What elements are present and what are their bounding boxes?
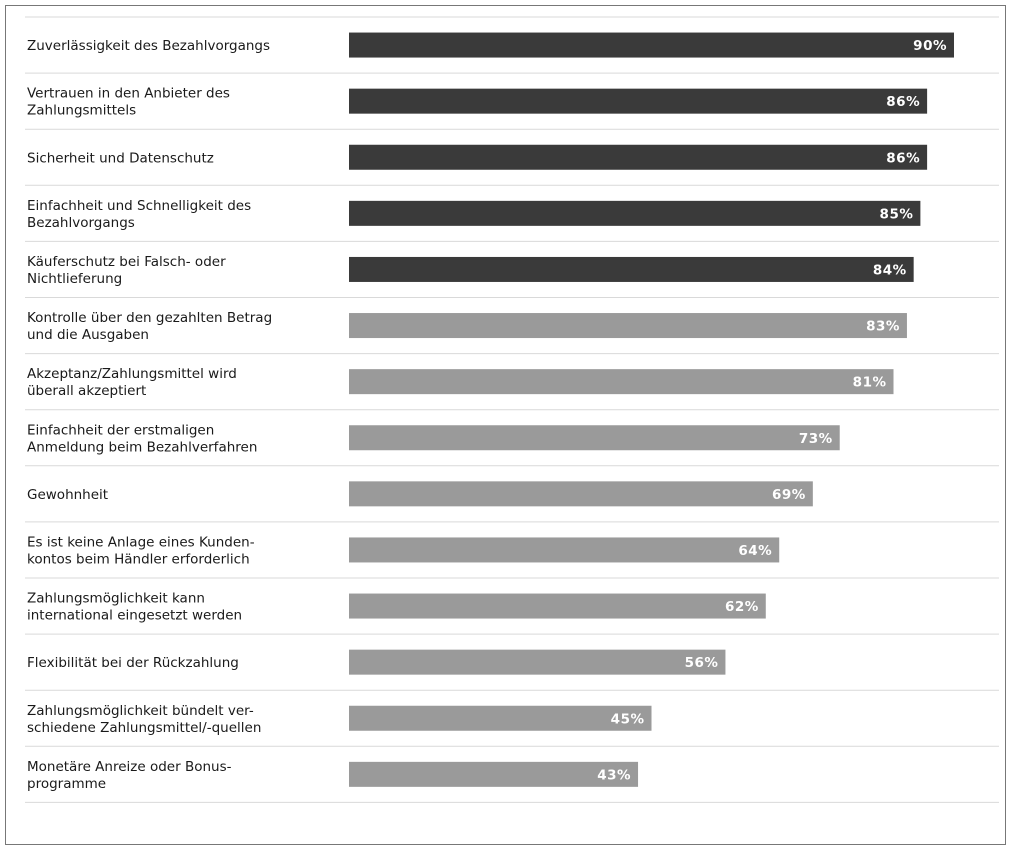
category-label: Flexibilität bei der Rückzahlung [27,655,239,671]
value-label: 45% [611,711,645,727]
bar-chart: Zuverlässigkeit des Bezahlvorgangs 90% Ver… [6,6,1007,846]
category-label: überall akzeptiert [27,383,146,399]
bar [349,257,914,282]
category-label: Anmeldung beim Bezahlverfahren [27,439,257,455]
category-label: schiedene Zahlungsmittel/-quellen [27,720,261,736]
category-label: Monetäre Anreize oder Bonus- [27,759,232,775]
category-label: international eingesetzt werden [27,608,242,624]
value-label: 73% [799,431,833,447]
category-label: Nichtlieferung [27,271,122,287]
category-label: Zahlungsmöglichkeit bündelt ver- [27,703,254,719]
category-label: Zahlungsmittels [27,103,136,119]
bar [349,201,920,226]
bar [349,481,813,506]
category-label: programme [27,776,106,792]
bar [349,33,954,58]
bar [349,369,894,394]
category-label: kontos beim Händler erforderlich [27,551,250,567]
value-label: 90% [913,38,947,54]
category-label: Es ist keine Anlage eines Kunden- [27,534,255,550]
value-label: 86% [886,94,920,110]
category-label: Sicherheit und Datenschutz [27,150,214,166]
category-label: Kontrolle über den gezahlten Betrag [27,310,272,326]
value-label: 56% [685,655,719,671]
bar [349,594,766,619]
category-label: Vertrauen in den Anbieter des [27,86,230,102]
value-label: 81% [853,375,887,391]
value-label: 43% [597,767,631,783]
bar [349,313,907,338]
category-label: Zuverlässigkeit des Bezahlvorgangs [27,38,270,54]
category-label: Einfachheit der erstmaligen [27,422,214,438]
value-label: 64% [738,543,772,559]
value-label: 84% [873,262,907,278]
bar [349,762,638,787]
bar [349,145,927,170]
category-label: Gewohnheit [27,487,108,503]
category-label: und die Ausgaben [27,327,149,343]
value-label: 62% [725,599,759,615]
category-label: Einfachheit und Schnelligkeit des [27,198,251,214]
value-label: 83% [866,319,900,335]
bar [349,89,927,114]
category-label: Akzeptanz/Zahlungsmittel wird [27,366,237,382]
category-label: Käuferschutz bei Falsch- oder [27,254,226,270]
category-label: Bezahlvorgangs [27,215,135,231]
bar [349,537,779,562]
bar [349,650,725,675]
bar [349,706,652,731]
value-label: 85% [880,206,914,222]
chart-frame: Zuverlässigkeit des Bezahlvorgangs 90% Ver… [5,5,1006,845]
value-label: 69% [772,487,806,503]
value-label: 86% [886,150,920,166]
category-label: Zahlungsmöglichkeit kann [27,591,205,607]
bar [349,425,840,450]
